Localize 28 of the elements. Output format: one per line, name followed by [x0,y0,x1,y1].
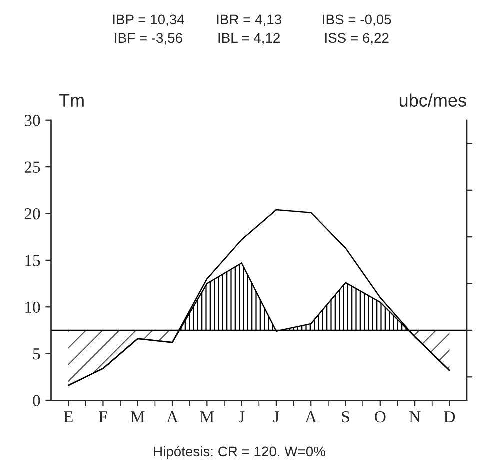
text: IBP = 10,34 [113,14,184,26]
x-tick-label: A [305,411,318,422]
x-tick-label: J [238,412,245,423]
x-tick-label: J [274,412,280,423]
y-tick-label: 15 [26,255,40,266]
x-tick-label: F [99,412,108,422]
x-tick-label: D [444,412,456,423]
x-tick-label: M [200,412,214,422]
x-tick-label: O [375,411,386,423]
text: IBR = 4,13 [217,14,282,26]
x-tick-label: M [130,412,145,422]
y-tick-label: 20 [24,208,40,220]
text: IBF = -3,56 [115,33,182,45]
x-tick-label: S [342,411,350,423]
text: Hipótesis: CR = 120. W=0% [154,446,326,460]
y-tick-label: 10 [26,302,40,314]
y-tick-label: 30 [24,115,40,126]
x-tick-label: N [410,412,421,422]
y-tick-label: 25 [24,162,40,174]
y-axis-title: Tm [59,94,84,107]
y-tick-label: 5 [33,348,40,360]
y-tick-label: 0 [33,395,40,406]
x-tick-label: A [166,411,178,422]
text: IBS = -0,05 [323,14,392,26]
x-tick-label: E [64,412,73,422]
y2-axis-title: ubc/mes [400,94,466,108]
text: IBL = 4,12 [218,33,280,45]
text: ISS = 6,22 [326,33,389,45]
